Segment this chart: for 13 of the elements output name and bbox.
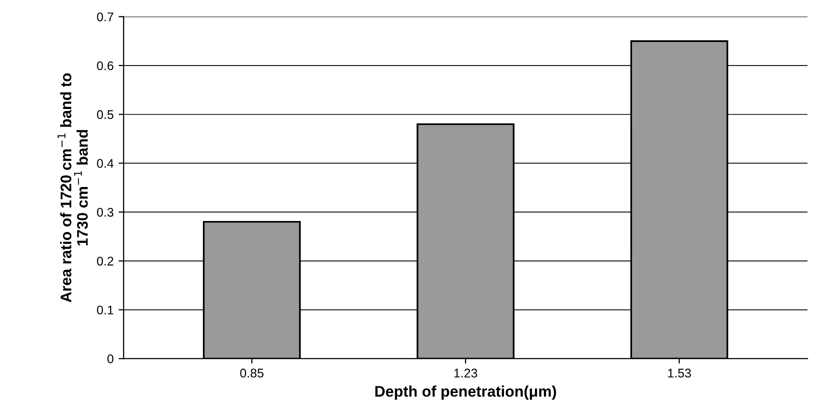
- x-tick-label: 1.23: [454, 368, 478, 378]
- x-tick-label: 1.53: [668, 368, 691, 378]
- y-tick-label: 0.2: [96, 256, 114, 266]
- y-tick-label: 0.7: [96, 12, 114, 22]
- y-tick-label: 0: [107, 354, 114, 364]
- y-tick-label: 0.3: [96, 208, 114, 217]
- y-tick-label: 0.6: [96, 61, 114, 70]
- x-axis-title: Depth of penetration(μm): [375, 386, 556, 400]
- y-tick-label: 0.5: [96, 110, 114, 120]
- x-tick-label: 0.85: [240, 368, 264, 378]
- text: Area ratio of 1720 cm$^{−1}$ band to 1730 cm$^{−1}$ band: [58, 73, 88, 302]
- y-tick-label: 0.4: [96, 159, 114, 168]
- y-tick-label: 0.1: [96, 306, 114, 314]
